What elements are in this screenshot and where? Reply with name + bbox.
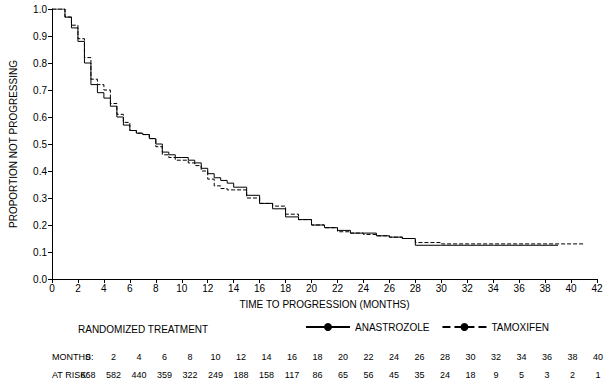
svg-text:28: 28 <box>410 283 422 294</box>
svg-text:582: 582 <box>106 370 121 380</box>
svg-text:32: 32 <box>491 352 501 362</box>
svg-text:2: 2 <box>111 352 116 362</box>
svg-text:36: 36 <box>542 352 552 362</box>
svg-text:1: 1 <box>595 370 600 380</box>
svg-text:56: 56 <box>363 370 373 380</box>
svg-text:249: 249 <box>208 370 223 380</box>
svg-text:ANASTROZOLE: ANASTROZOLE <box>355 322 430 333</box>
svg-text:4: 4 <box>136 352 141 362</box>
svg-text:PROPORTION NOT PROGRESSING: PROPORTION NOT PROGRESSING <box>8 60 19 228</box>
svg-text:2: 2 <box>75 283 81 294</box>
svg-text:2: 2 <box>570 370 575 380</box>
svg-text:45: 45 <box>389 370 399 380</box>
svg-text:10: 10 <box>210 352 220 362</box>
svg-text:24: 24 <box>440 370 450 380</box>
svg-text:188: 188 <box>233 370 248 380</box>
svg-text:TIME TO PROGRESSION (MONTHS): TIME TO PROGRESSION (MONTHS) <box>239 299 409 310</box>
svg-text:AT RISK:: AT RISK: <box>52 369 89 380</box>
svg-text:22: 22 <box>363 352 373 362</box>
svg-text:65: 65 <box>338 370 348 380</box>
svg-text:14: 14 <box>228 283 240 294</box>
svg-text:16: 16 <box>287 352 297 362</box>
svg-text:0.4: 0.4 <box>33 166 47 177</box>
svg-text:0.9: 0.9 <box>33 31 47 42</box>
svg-text:30: 30 <box>465 352 475 362</box>
svg-text:14: 14 <box>261 352 271 362</box>
svg-text:20: 20 <box>306 283 318 294</box>
svg-text:40: 40 <box>565 283 577 294</box>
svg-text:38: 38 <box>540 283 552 294</box>
svg-text:30: 30 <box>436 283 448 294</box>
svg-text:38: 38 <box>567 352 577 362</box>
svg-text:117: 117 <box>285 370 299 380</box>
svg-text:12: 12 <box>236 352 246 362</box>
svg-text:5: 5 <box>519 370 524 380</box>
svg-text:24: 24 <box>358 283 370 294</box>
svg-text:42: 42 <box>591 283 603 294</box>
svg-text:34: 34 <box>516 352 526 362</box>
svg-text:16: 16 <box>254 283 266 294</box>
svg-text:1.0: 1.0 <box>33 4 47 15</box>
svg-text:36: 36 <box>514 283 526 294</box>
svg-text:86: 86 <box>312 370 322 380</box>
svg-text:10: 10 <box>176 283 188 294</box>
svg-text:440: 440 <box>131 370 146 380</box>
svg-text:0.6: 0.6 <box>33 112 47 123</box>
svg-text:28: 28 <box>440 352 450 362</box>
svg-text:668: 668 <box>80 370 95 380</box>
svg-text:0.8: 0.8 <box>33 58 47 69</box>
svg-text:0.3: 0.3 <box>33 193 47 204</box>
svg-text:322: 322 <box>182 370 197 380</box>
svg-text:6: 6 <box>162 352 167 362</box>
svg-text:20: 20 <box>338 352 348 362</box>
svg-text:RANDOMIZED TREATMENT: RANDOMIZED TREATMENT <box>78 324 208 335</box>
svg-text:0: 0 <box>49 283 55 294</box>
svg-text:3: 3 <box>544 370 549 380</box>
svg-text:34: 34 <box>488 283 500 294</box>
svg-text:TAMOXIFEN: TAMOXIFEN <box>491 322 549 333</box>
svg-text:26: 26 <box>414 352 424 362</box>
svg-text:12: 12 <box>202 283 214 294</box>
svg-text:18: 18 <box>312 352 322 362</box>
svg-text:158: 158 <box>259 370 274 380</box>
svg-text:0: 0 <box>85 352 90 362</box>
svg-text:0.1: 0.1 <box>33 247 47 258</box>
svg-text:22: 22 <box>332 283 344 294</box>
svg-text:0.0: 0.0 <box>33 274 47 285</box>
svg-text:9: 9 <box>493 370 498 380</box>
svg-text:4: 4 <box>101 283 107 294</box>
svg-text:6: 6 <box>127 283 133 294</box>
svg-text:8: 8 <box>187 352 192 362</box>
svg-text:24: 24 <box>389 352 399 362</box>
svg-text:8: 8 <box>153 283 159 294</box>
svg-text:MONTHS:: MONTHS: <box>52 352 94 362</box>
svg-text:18: 18 <box>465 370 475 380</box>
svg-text:0.2: 0.2 <box>33 220 47 231</box>
svg-text:0.7: 0.7 <box>33 85 47 96</box>
svg-text:35: 35 <box>414 370 424 380</box>
svg-text:0.5: 0.5 <box>33 139 47 150</box>
svg-text:26: 26 <box>384 283 396 294</box>
svg-text:359: 359 <box>157 370 172 380</box>
svg-text:40: 40 <box>593 352 603 362</box>
svg-text:18: 18 <box>280 283 292 294</box>
svg-text:32: 32 <box>462 283 474 294</box>
